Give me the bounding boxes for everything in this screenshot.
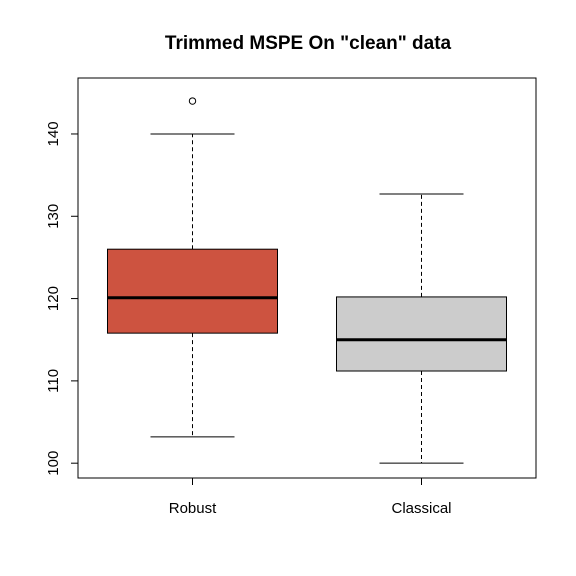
x-tick-label-robust: Robust <box>169 500 217 517</box>
x-axis: Robust Classical <box>169 477 452 517</box>
box-classical <box>336 296 507 372</box>
boxes-layer <box>107 97 507 464</box>
outlier-point-robust <box>188 97 197 105</box>
box-group-classical <box>336 193 507 464</box>
y-tick-label: 110 <box>45 369 62 393</box>
x-tick-label-classical: Classical <box>391 500 451 517</box>
y-tick-label: 130 <box>45 204 62 229</box>
y-tick-label: 100 <box>45 451 62 476</box>
box-group-robust <box>107 97 278 438</box>
box-robust <box>107 248 278 334</box>
y-axis: 100 110 120 130 140 <box>45 121 79 476</box>
y-tick-label: 140 <box>45 121 62 146</box>
chart-title: Trimmed MSPE On "clean" data <box>165 33 452 54</box>
y-tick-label: 120 <box>45 286 62 311</box>
